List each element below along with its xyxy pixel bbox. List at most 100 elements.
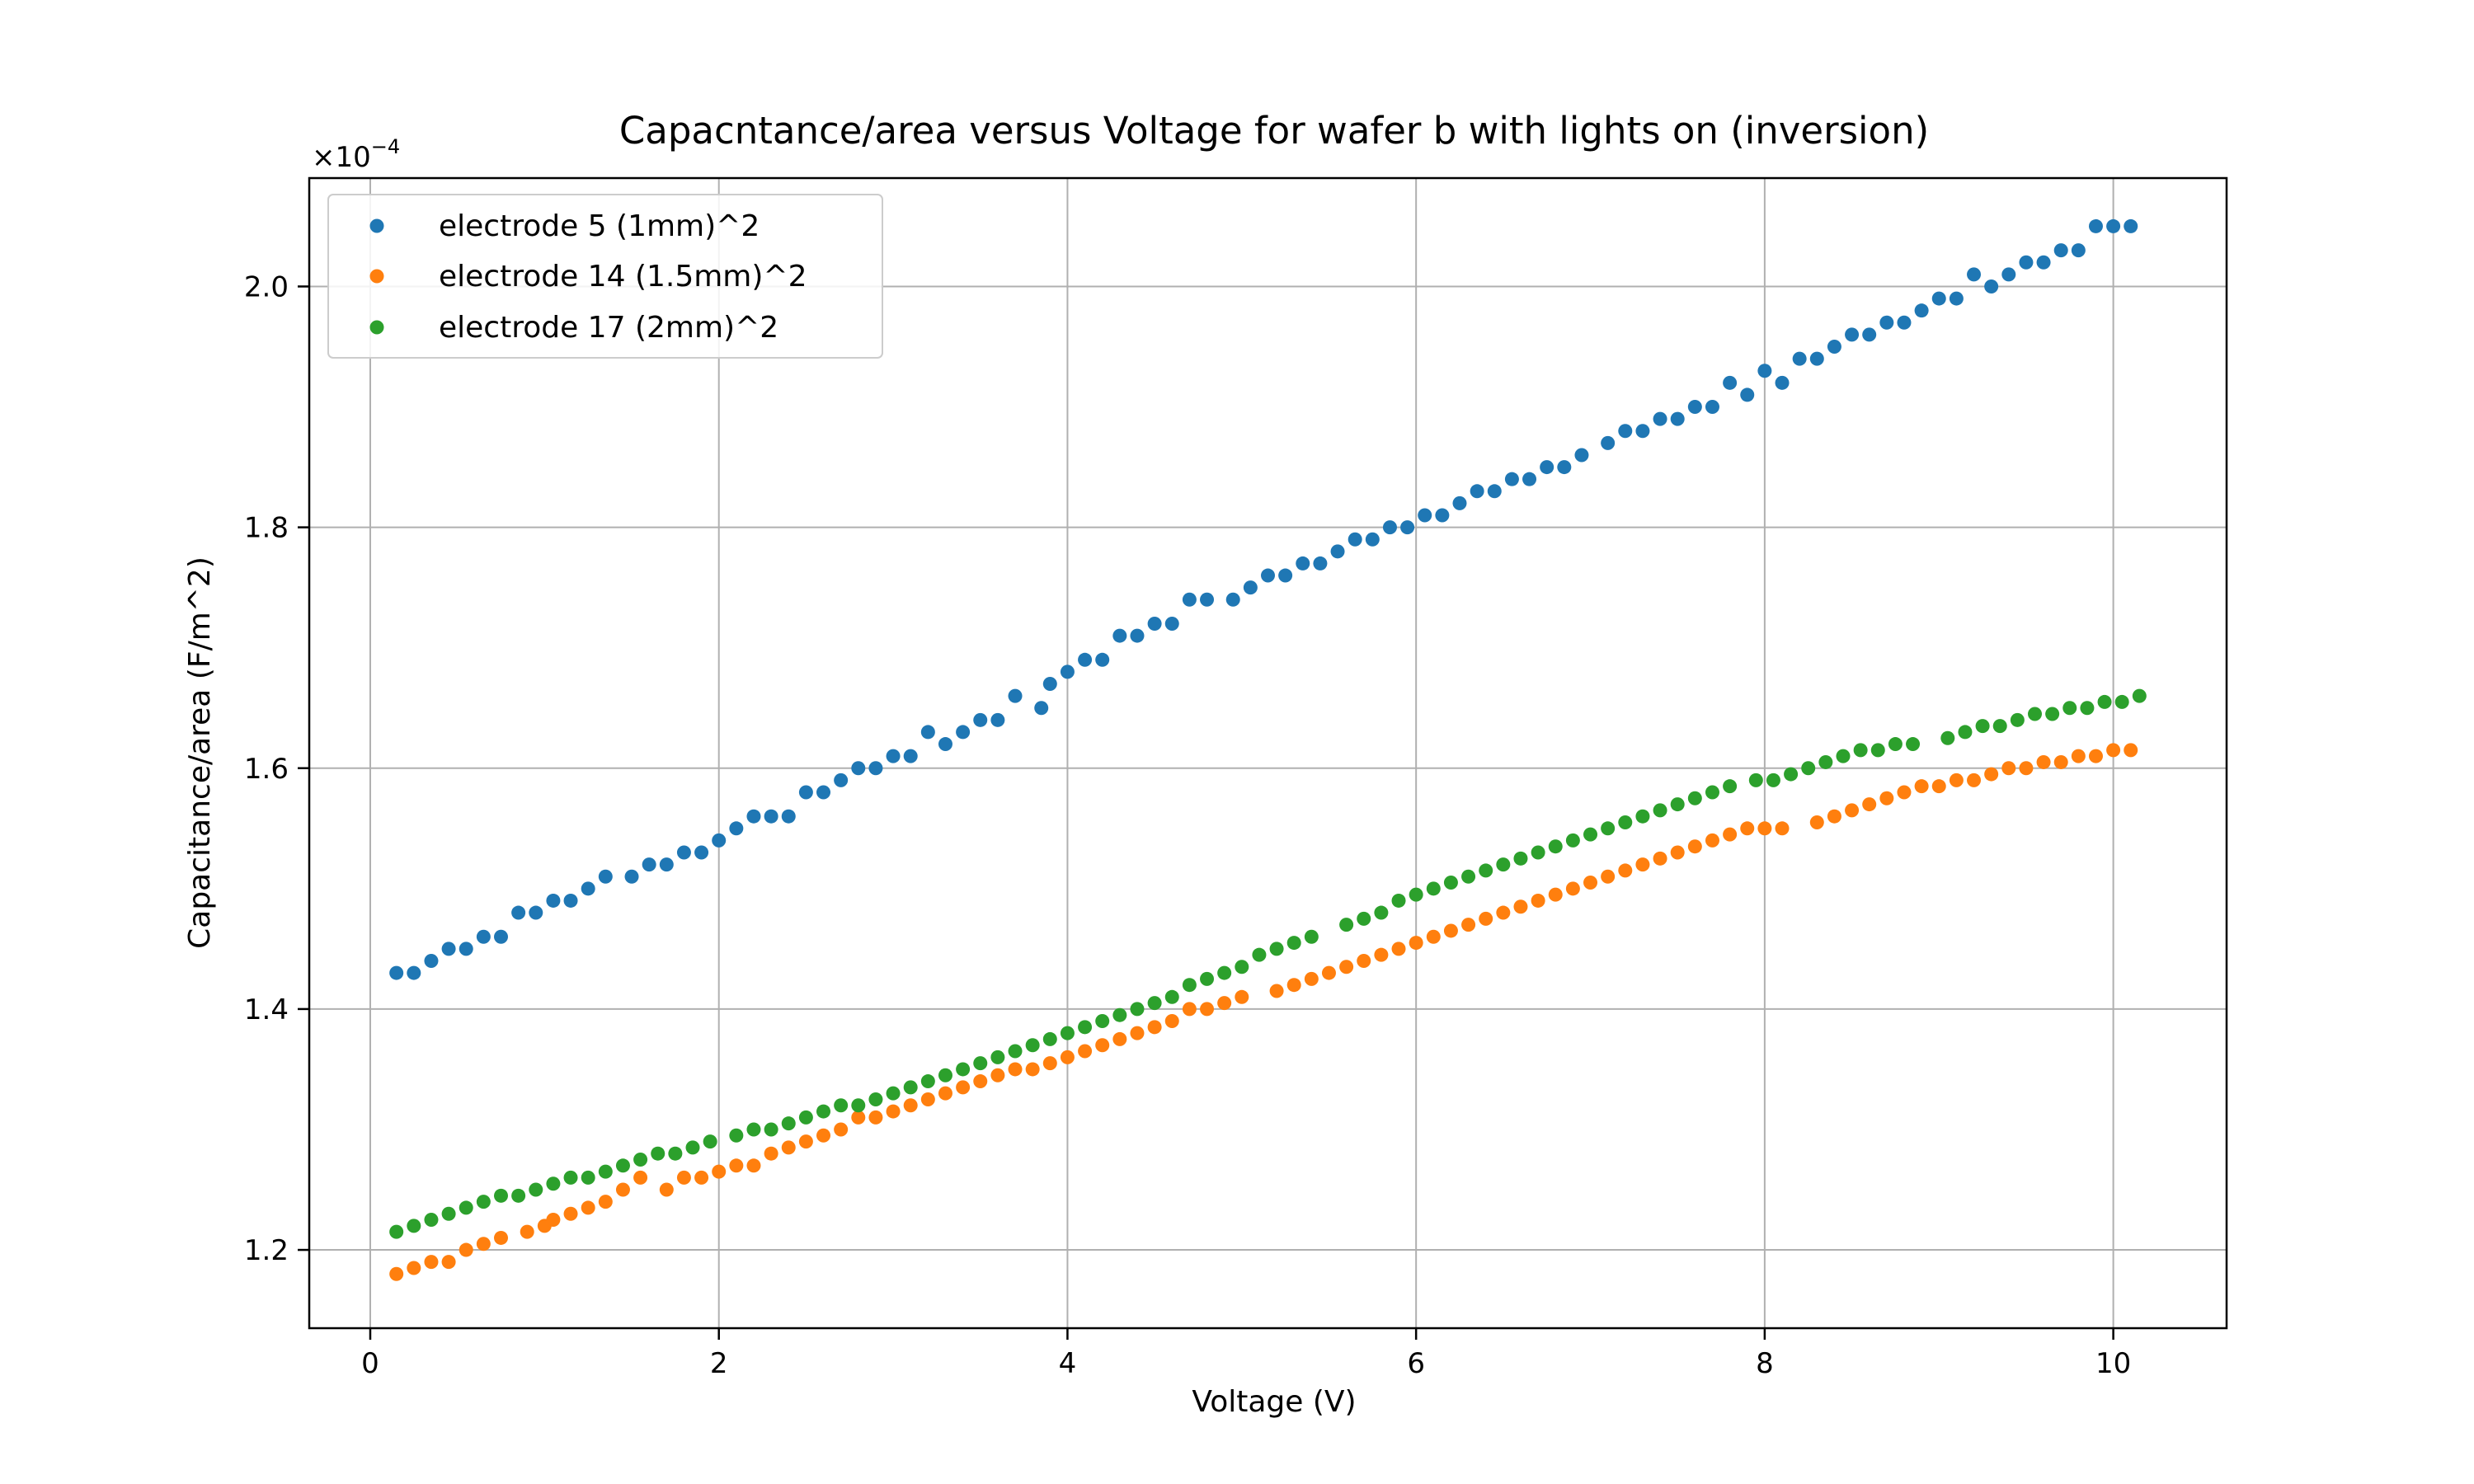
data-point [1757,821,1772,836]
data-point [1635,424,1650,439]
data-point [1235,960,1249,974]
data-point [563,1206,578,1221]
data-point [459,1242,473,1257]
data-point [990,1068,1005,1082]
data-point [1487,484,1502,499]
data-point [2132,688,2147,703]
data-point [563,893,578,908]
data-point [1653,411,1667,426]
data-point [651,1146,666,1161]
data-point [816,1104,831,1119]
data-point [1217,965,1232,980]
y-tick-label: 1.4 [244,993,289,1026]
data-point [1304,971,1319,986]
data-point [1931,779,1946,794]
data-point [1060,1050,1075,1064]
data-point [938,1086,952,1101]
legend-box [327,194,883,359]
data-point [685,1140,700,1155]
data-point [1870,743,1885,758]
data-point [2036,255,2051,270]
data-point [1078,1044,1093,1059]
data-point [659,857,674,872]
data-point [424,953,439,968]
data-point [1060,1026,1075,1040]
data-point [1984,279,1999,294]
data-point [1147,616,1162,631]
data-point [956,725,971,740]
data-point [1748,773,1763,787]
data-point [1461,869,1476,884]
data-point [851,1110,866,1125]
data-point [2001,267,2016,282]
legend-marker-electrode-17 [369,320,384,335]
data-point [1426,881,1441,896]
legend-label-electrode-14: electrode 14 (1.5mm)^2 [439,260,807,294]
data-point [1330,544,1345,559]
data-point [1042,677,1057,692]
data-point [659,1182,674,1197]
data-point [1723,375,1738,390]
data-point [1496,905,1511,920]
data-point [781,1140,796,1155]
data-point [1304,929,1319,944]
data-point [1705,833,1719,848]
data-point [2053,243,2068,258]
data-point [1060,665,1075,679]
data-point [1670,797,1685,812]
data-point [1984,767,1999,782]
data-point [746,809,761,824]
data-point [1182,978,1197,993]
data-point [1940,730,1955,745]
x-tick-label: 10 [2095,1347,2131,1380]
data-point [1391,893,1406,908]
data-point [973,712,988,727]
data-point [1409,887,1423,902]
data-point [1513,851,1528,866]
data-point [1522,472,1537,486]
data-point [973,1074,988,1089]
data-point [1723,779,1738,794]
data-point [624,869,639,884]
data-point [1269,984,1284,998]
data-point [1618,863,1633,878]
data-point [1443,923,1458,938]
data-point [615,1158,630,1173]
data-point [1618,815,1633,829]
data-point [1879,791,1894,805]
data-point [1382,520,1397,535]
data-point [851,761,866,776]
data-point [520,1224,534,1239]
data-point [1513,899,1528,914]
data-point [1670,845,1685,860]
x-tick-label: 8 [1756,1347,1774,1380]
series-2 [389,743,2138,1281]
data-point [1827,809,1841,824]
data-point [1914,779,1929,794]
data-point [1949,773,1964,787]
data-point [1112,1031,1127,1046]
data-point [1975,719,1990,734]
data-point [2053,754,2068,769]
data-point [424,1213,439,1228]
data-point [476,1237,491,1252]
data-point [476,1195,491,1209]
data-point [886,1104,901,1119]
data-point [694,845,709,860]
data-point [1967,773,1982,787]
data-point [1321,965,1336,980]
data-point [764,809,778,824]
data-point [1775,375,1790,390]
data-point [615,1182,630,1197]
data-point [798,1110,813,1125]
data-point [2124,218,2138,233]
data-point [1034,701,1049,716]
data-point [2045,707,2060,721]
data-point [1653,803,1667,818]
data-point [956,1062,971,1077]
data-point [1992,719,2007,734]
data-point [1687,791,1702,805]
data-point [1853,743,1868,758]
data-point [2036,754,2051,769]
